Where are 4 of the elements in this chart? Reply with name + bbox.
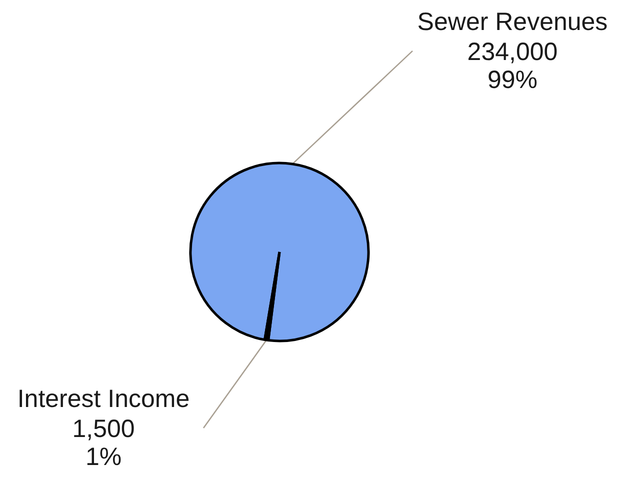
data-label: 1,500 1% xyxy=(72,415,135,472)
slice-label: Interest Income xyxy=(17,385,190,414)
slice-label: Sewer Revenues xyxy=(417,8,608,36)
data-label: 234,000 99% xyxy=(467,38,558,94)
